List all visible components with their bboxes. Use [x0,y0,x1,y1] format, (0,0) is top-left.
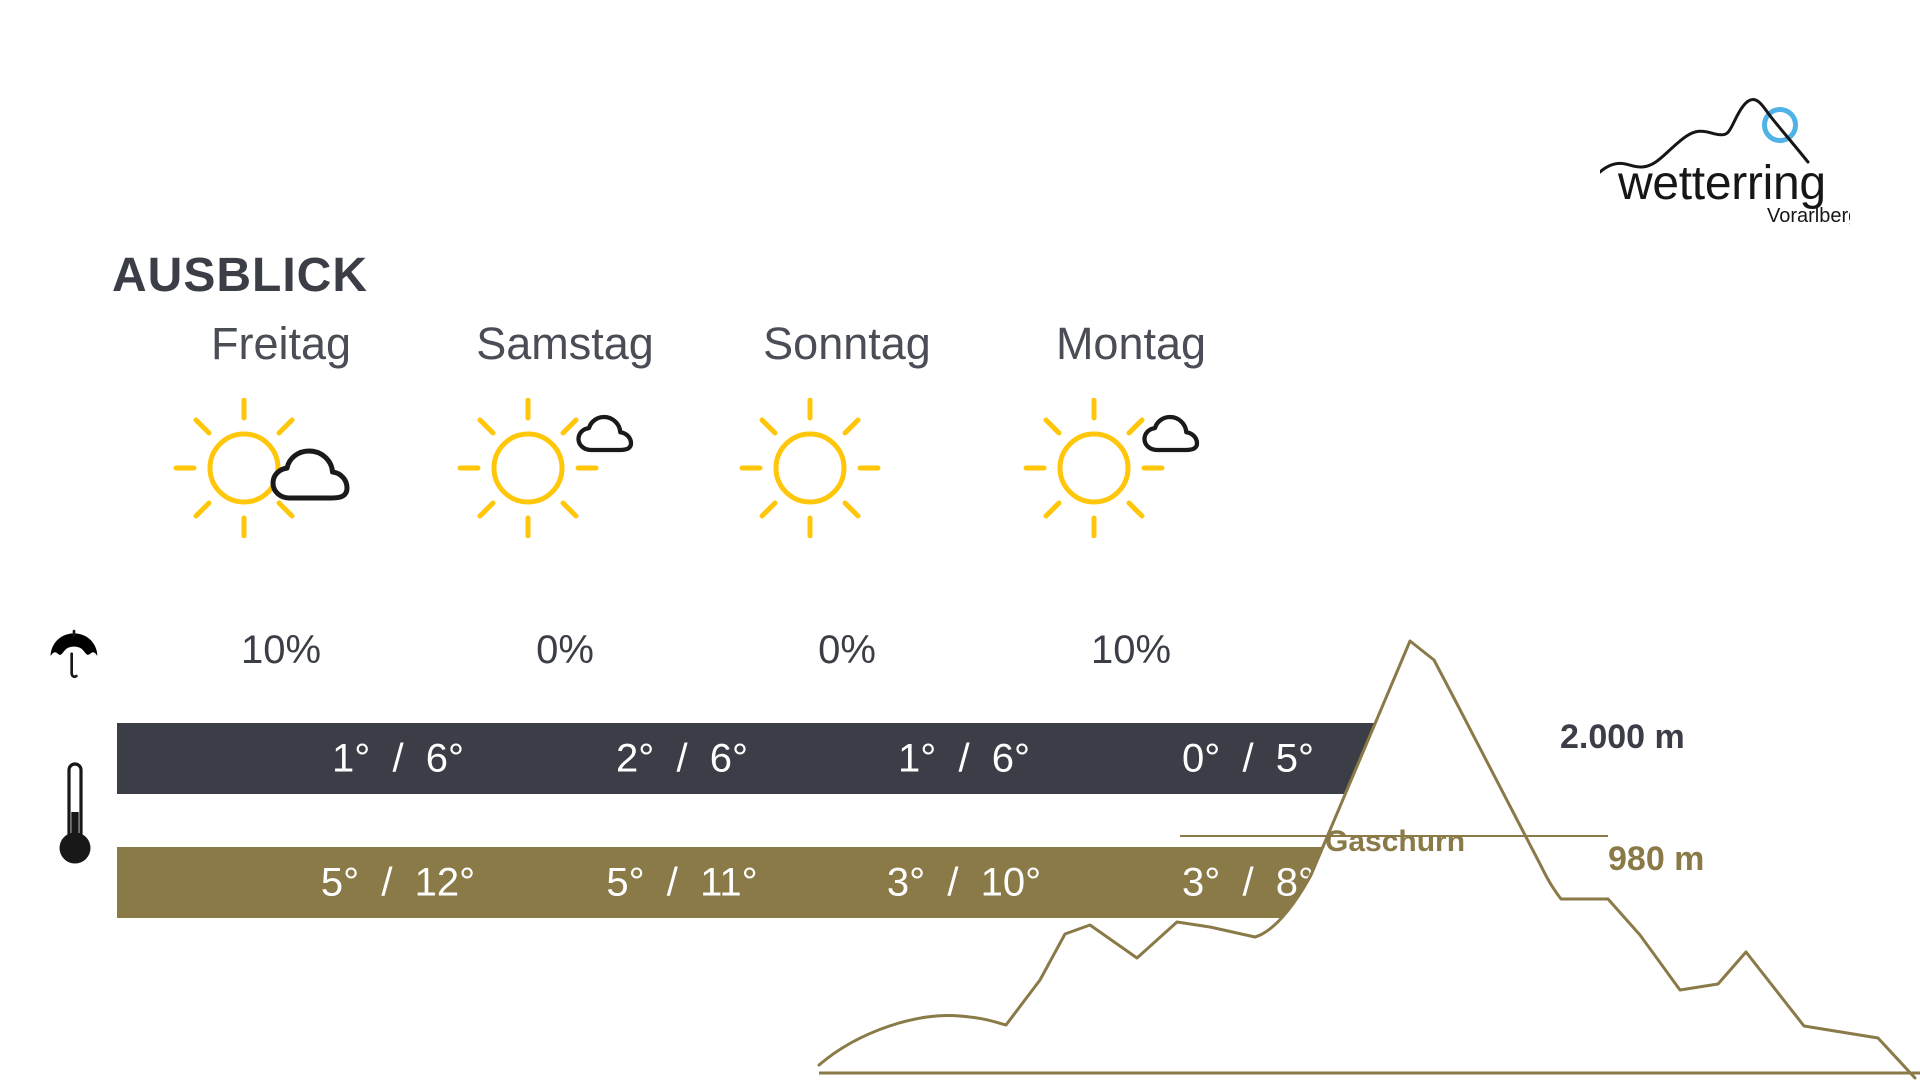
svg-text:wetterring: wetterring [1617,157,1826,210]
svg-text:Vorarlberg: Vorarlberg [1767,205,1850,227]
